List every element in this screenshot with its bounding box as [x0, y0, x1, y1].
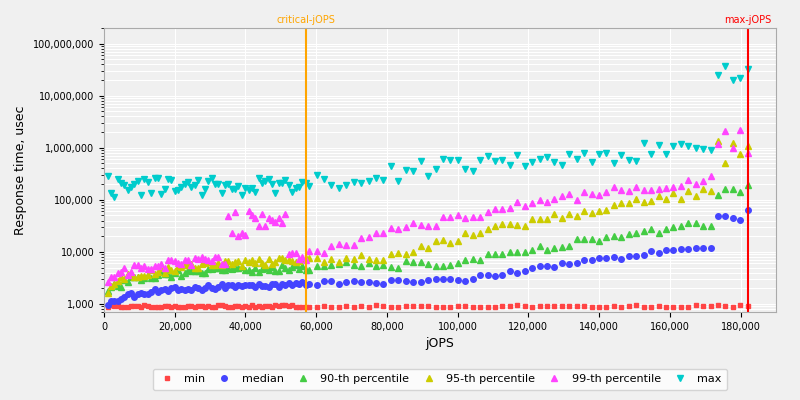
min: [349, 305, 358, 310]
90-th percentile: [186, 268, 196, 273]
95-th percentile: [186, 262, 196, 267]
max: [356, 181, 366, 186]
X-axis label: jOPS: jOPS: [426, 337, 454, 350]
Line: 90-th percentile: 90-th percentile: [105, 182, 750, 294]
95-th percentile: [713, 139, 722, 144]
max: [721, 63, 730, 68]
95-th percentile: [721, 160, 730, 165]
median: [102, 302, 112, 307]
90-th percentile: [468, 256, 478, 261]
median: [210, 286, 220, 291]
99-th percentile: [468, 215, 478, 220]
min: [743, 304, 753, 309]
median: [468, 277, 478, 282]
median: [349, 278, 358, 283]
Line: min: min: [105, 303, 750, 310]
max: [728, 78, 738, 82]
90-th percentile: [210, 266, 220, 271]
max: [102, 174, 112, 178]
90-th percentile: [349, 263, 358, 268]
99-th percentile: [743, 150, 753, 155]
max: [565, 152, 574, 156]
99-th percentile: [557, 193, 566, 198]
min: [728, 305, 738, 310]
Line: 99-th percentile: 99-th percentile: [105, 127, 750, 285]
99-th percentile: [210, 254, 220, 259]
99-th percentile: [349, 242, 358, 247]
90-th percentile: [557, 244, 566, 249]
min: [186, 303, 196, 308]
min: [102, 304, 112, 309]
95-th percentile: [743, 143, 753, 148]
min: [394, 305, 403, 310]
max: [743, 67, 753, 72]
95-th percentile: [557, 216, 566, 220]
95-th percentile: [102, 290, 112, 295]
max: [214, 181, 223, 186]
Text: max-jOPS: max-jOPS: [724, 15, 771, 25]
max: [475, 158, 485, 162]
min: [482, 304, 492, 309]
max: [110, 195, 119, 200]
95-th percentile: [468, 232, 478, 237]
median: [557, 261, 566, 266]
Legend: min, median, 90-th percentile, 95-th percentile, 99-th percentile, max: min, median, 90-th percentile, 95-th per…: [153, 369, 727, 390]
median: [743, 208, 753, 212]
Line: max: max: [105, 63, 750, 200]
Line: median: median: [105, 207, 750, 308]
min: [210, 305, 220, 310]
90-th percentile: [102, 289, 112, 294]
90-th percentile: [713, 192, 722, 197]
Text: critical-jOPS: critical-jOPS: [276, 15, 335, 25]
max: [190, 182, 200, 187]
90-th percentile: [743, 182, 753, 187]
median: [713, 214, 722, 218]
99-th percentile: [713, 141, 722, 146]
Y-axis label: Response time, usec: Response time, usec: [14, 105, 27, 235]
95-th percentile: [349, 256, 358, 261]
99-th percentile: [186, 263, 196, 268]
99-th percentile: [102, 280, 112, 285]
median: [186, 288, 196, 293]
95-th percentile: [210, 263, 220, 268]
min: [371, 303, 381, 308]
Line: 95-th percentile: 95-th percentile: [105, 138, 750, 295]
min: [572, 304, 582, 309]
99-th percentile: [735, 128, 745, 132]
